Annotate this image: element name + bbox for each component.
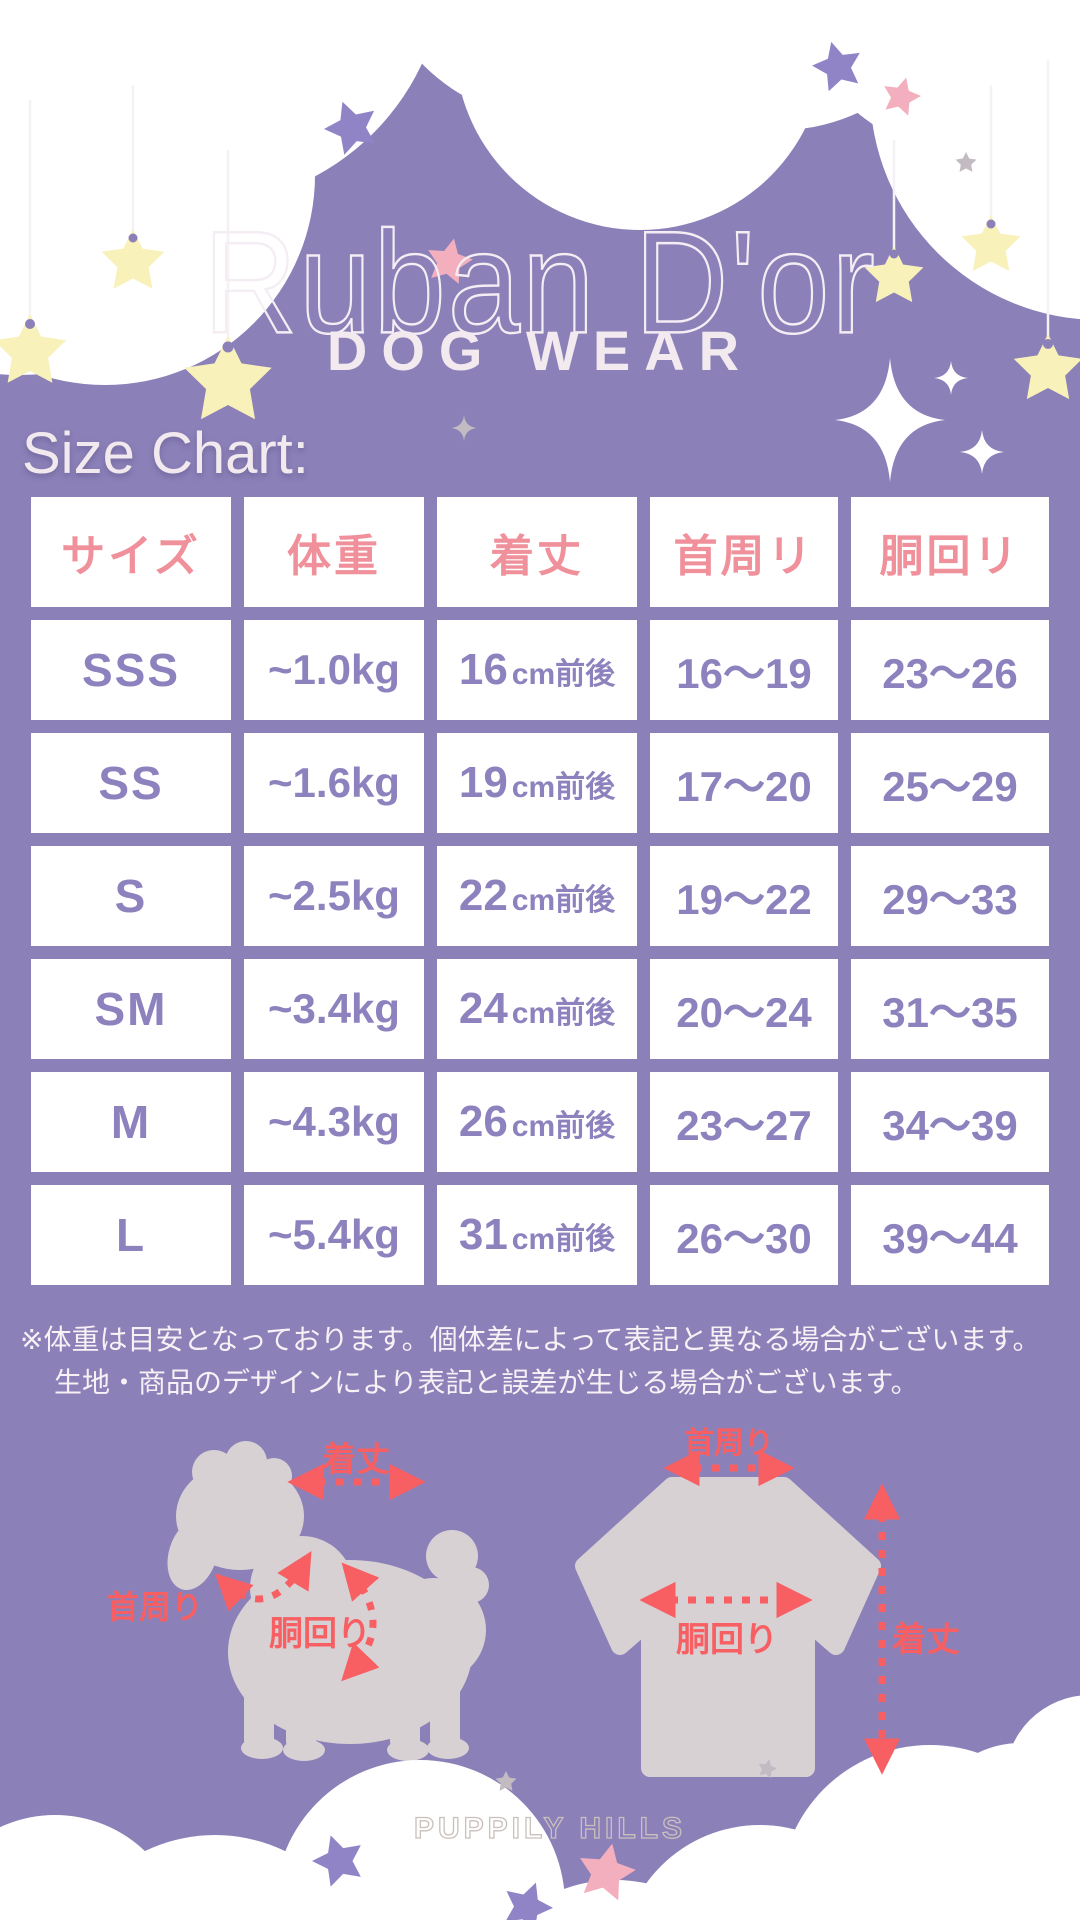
table-row: SSS ~1.0kg 16 cm前後 16〜19 23〜26 — [31, 620, 1049, 720]
shirt-length-label: 着丈 — [892, 1621, 960, 1659]
footnotes: ※体重は目安となっております。個体差によって表記と異なる場合がございます。 生地… — [20, 1318, 1066, 1405]
shirt-girth-label: 胴回り — [676, 1621, 778, 1659]
column-header-0: サイズ — [31, 497, 231, 607]
cell-length: 19 cm前後 — [437, 733, 637, 833]
cell-length: 16 cm前後 — [437, 620, 637, 720]
bottom-clouds — [0, 1695, 1080, 1920]
star-string-holes — [25, 219, 1053, 353]
column-header-2: 着丈 — [437, 497, 637, 607]
cell-size: SM — [31, 959, 231, 1059]
cell-neck: 16〜19 — [650, 620, 838, 720]
shirt-neck-label: 首周り — [684, 1427, 774, 1460]
cell-girth: 34〜39 — [851, 1072, 1049, 1172]
table-row: L ~5.4kg 31 cm前後 26〜30 39〜44 — [31, 1185, 1049, 1285]
cell-size: SS — [31, 733, 231, 833]
cell-length: 22 cm前後 — [437, 846, 637, 946]
footer-logo: PUPPILY HILLS — [413, 1811, 687, 1845]
cell-size: M — [31, 1072, 231, 1172]
cell-size: S — [31, 846, 231, 946]
cell-girth: 39〜44 — [851, 1185, 1049, 1285]
cell-girth: 31〜35 — [851, 959, 1049, 1059]
footnote-line-1: ※体重は目安となっております。個体差によって表記と異なる場合がございます。 — [20, 1324, 1041, 1355]
measurement-arrows — [214, 1449, 901, 1775]
cell-length: 31 cm前後 — [437, 1185, 637, 1285]
cell-girth: 23〜26 — [851, 620, 1049, 720]
page-title: Size Chart: — [22, 421, 309, 486]
table-row: SS ~1.6kg 19 cm前後 17〜20 25〜29 — [31, 733, 1049, 833]
table-row: SM ~3.4kg 24 cm前後 20〜24 31〜35 — [31, 959, 1049, 1059]
cell-length: 26 cm前後 — [437, 1072, 637, 1172]
cell-neck: 17〜20 — [650, 733, 838, 833]
cell-size: L — [31, 1185, 231, 1285]
dog-neck-label: 首周り — [106, 1589, 203, 1625]
brand-title: Ruban D'or — [202, 199, 877, 365]
column-header-3: 首周リ — [650, 497, 838, 607]
shirt-silhouette — [575, 1477, 881, 1777]
table-row: S ~2.5kg 22 cm前後 19〜22 29〜33 — [31, 846, 1049, 946]
cell-size: SSS — [31, 620, 231, 720]
cell-neck: 19〜22 — [650, 846, 838, 946]
cell-weight: ~5.4kg — [244, 1185, 424, 1285]
cell-length: 24 cm前後 — [437, 959, 637, 1059]
cell-girth: 25〜29 — [851, 733, 1049, 833]
size-chart-table: サイズ 体重 着丈 首周リ 胴回リ SSS ~1.0kg 16 cm前後 16〜19 23〜26 S… — [18, 484, 1062, 1298]
dog-girth-label: 胴回り — [269, 1615, 371, 1653]
column-header-1: 体重 — [244, 497, 424, 607]
cell-weight: ~3.4kg — [244, 959, 424, 1059]
cell-weight: ~1.6kg — [244, 733, 424, 833]
header-row: サイズ 体重 着丈 首周リ 胴回リ — [31, 497, 1049, 607]
star-strings — [28, 60, 1050, 342]
cell-neck: 23〜27 — [650, 1072, 838, 1172]
cell-weight: ~4.3kg — [244, 1072, 424, 1172]
footnote-line-2: 生地・商品のデザインにより表記と誤差が生じる場合がございます。 — [54, 1367, 919, 1399]
cell-girth: 29〜33 — [851, 846, 1049, 946]
top-clouds — [0, 0, 1080, 385]
brand-subtitle: DOG WEAR — [326, 319, 754, 382]
cell-neck: 26〜30 — [650, 1185, 838, 1285]
cell-weight: ~1.0kg — [244, 620, 424, 720]
table-row: M ~4.3kg 26 cm前後 23〜27 34〜39 — [31, 1072, 1049, 1172]
dog-girth-arc — [341, 1562, 380, 1682]
dog-length-label: 着丈 — [322, 1441, 390, 1479]
cell-neck: 20〜24 — [650, 959, 838, 1059]
column-header-4: 胴回リ — [851, 497, 1049, 607]
cell-weight: ~2.5kg — [244, 846, 424, 946]
